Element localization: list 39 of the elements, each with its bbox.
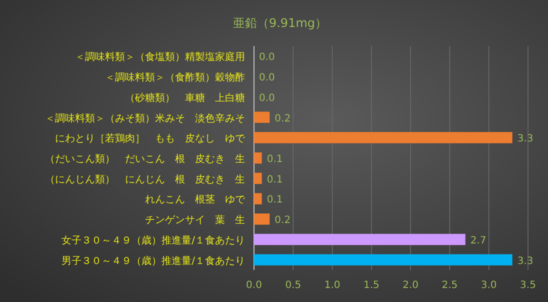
data-label: 3.3: [517, 134, 534, 145]
data-label: 2.7: [470, 235, 486, 246]
data-label: 0.0: [259, 52, 275, 64]
data-label: 0.1: [266, 194, 283, 206]
bar: [254, 132, 512, 144]
chart-title: 亜鉛（9.91mg）: [232, 16, 328, 30]
x-tick-label: 2.5: [442, 280, 458, 291]
y-tick-label: にわとり［若鶏肉］ もも 皮なし ゆで: [55, 132, 246, 145]
bar: [254, 112, 270, 123]
data-label: 0.0: [259, 72, 275, 84]
bar: [254, 254, 512, 266]
y-tick-label: ＜調味料類＞（食塩類）精製塩家庭用: [75, 51, 245, 64]
data-label: 0.0: [259, 92, 275, 104]
y-tick-label: ＜調味料類＞（みそ類）米みそ 淡色辛みそ: [45, 112, 245, 124]
x-tick-label: 2.0: [402, 280, 419, 291]
x-tick-label: 3.0: [480, 280, 497, 291]
data-label: 0.2: [274, 215, 291, 226]
x-tick-label: 1.0: [324, 280, 340, 291]
x-tick-label: 0.0: [246, 280, 262, 291]
data-label: 0.1: [266, 174, 283, 186]
bar: [254, 152, 262, 164]
data-label: 3.3: [517, 256, 534, 267]
data-label: 0.1: [266, 154, 283, 165]
y-tick-label: 男子３０～４９（歳）推進量/１食あたり: [62, 254, 245, 267]
y-tick-label: ＜調味料類＞（食酢類）穀物酢: [105, 72, 245, 84]
y-tick-label: チンゲンサイ 葉 生: [145, 214, 245, 226]
y-tick-label: （だいこん類） だいこん 根 皮むき 生: [45, 153, 245, 165]
x-tick-label: 3.5: [520, 280, 536, 291]
y-tick-label: 女子３０～４９（歳）推進量/１食あたり: [62, 234, 245, 246]
y-tick-label: れんこん 根茎 ゆで: [145, 194, 246, 206]
x-tick-label: 0.5: [285, 280, 302, 291]
bar: [254, 234, 466, 246]
data-label: 0.2: [274, 113, 291, 124]
y-tick-label: （にんじん類） にんじん 根 皮むき 生: [45, 173, 245, 186]
bar: [254, 213, 270, 225]
bar: [254, 193, 262, 204]
bar: [254, 172, 262, 184]
y-tick-label: （砂糖類） 車糖 上白糖: [125, 92, 245, 104]
x-tick-label: 1.5: [363, 280, 380, 291]
